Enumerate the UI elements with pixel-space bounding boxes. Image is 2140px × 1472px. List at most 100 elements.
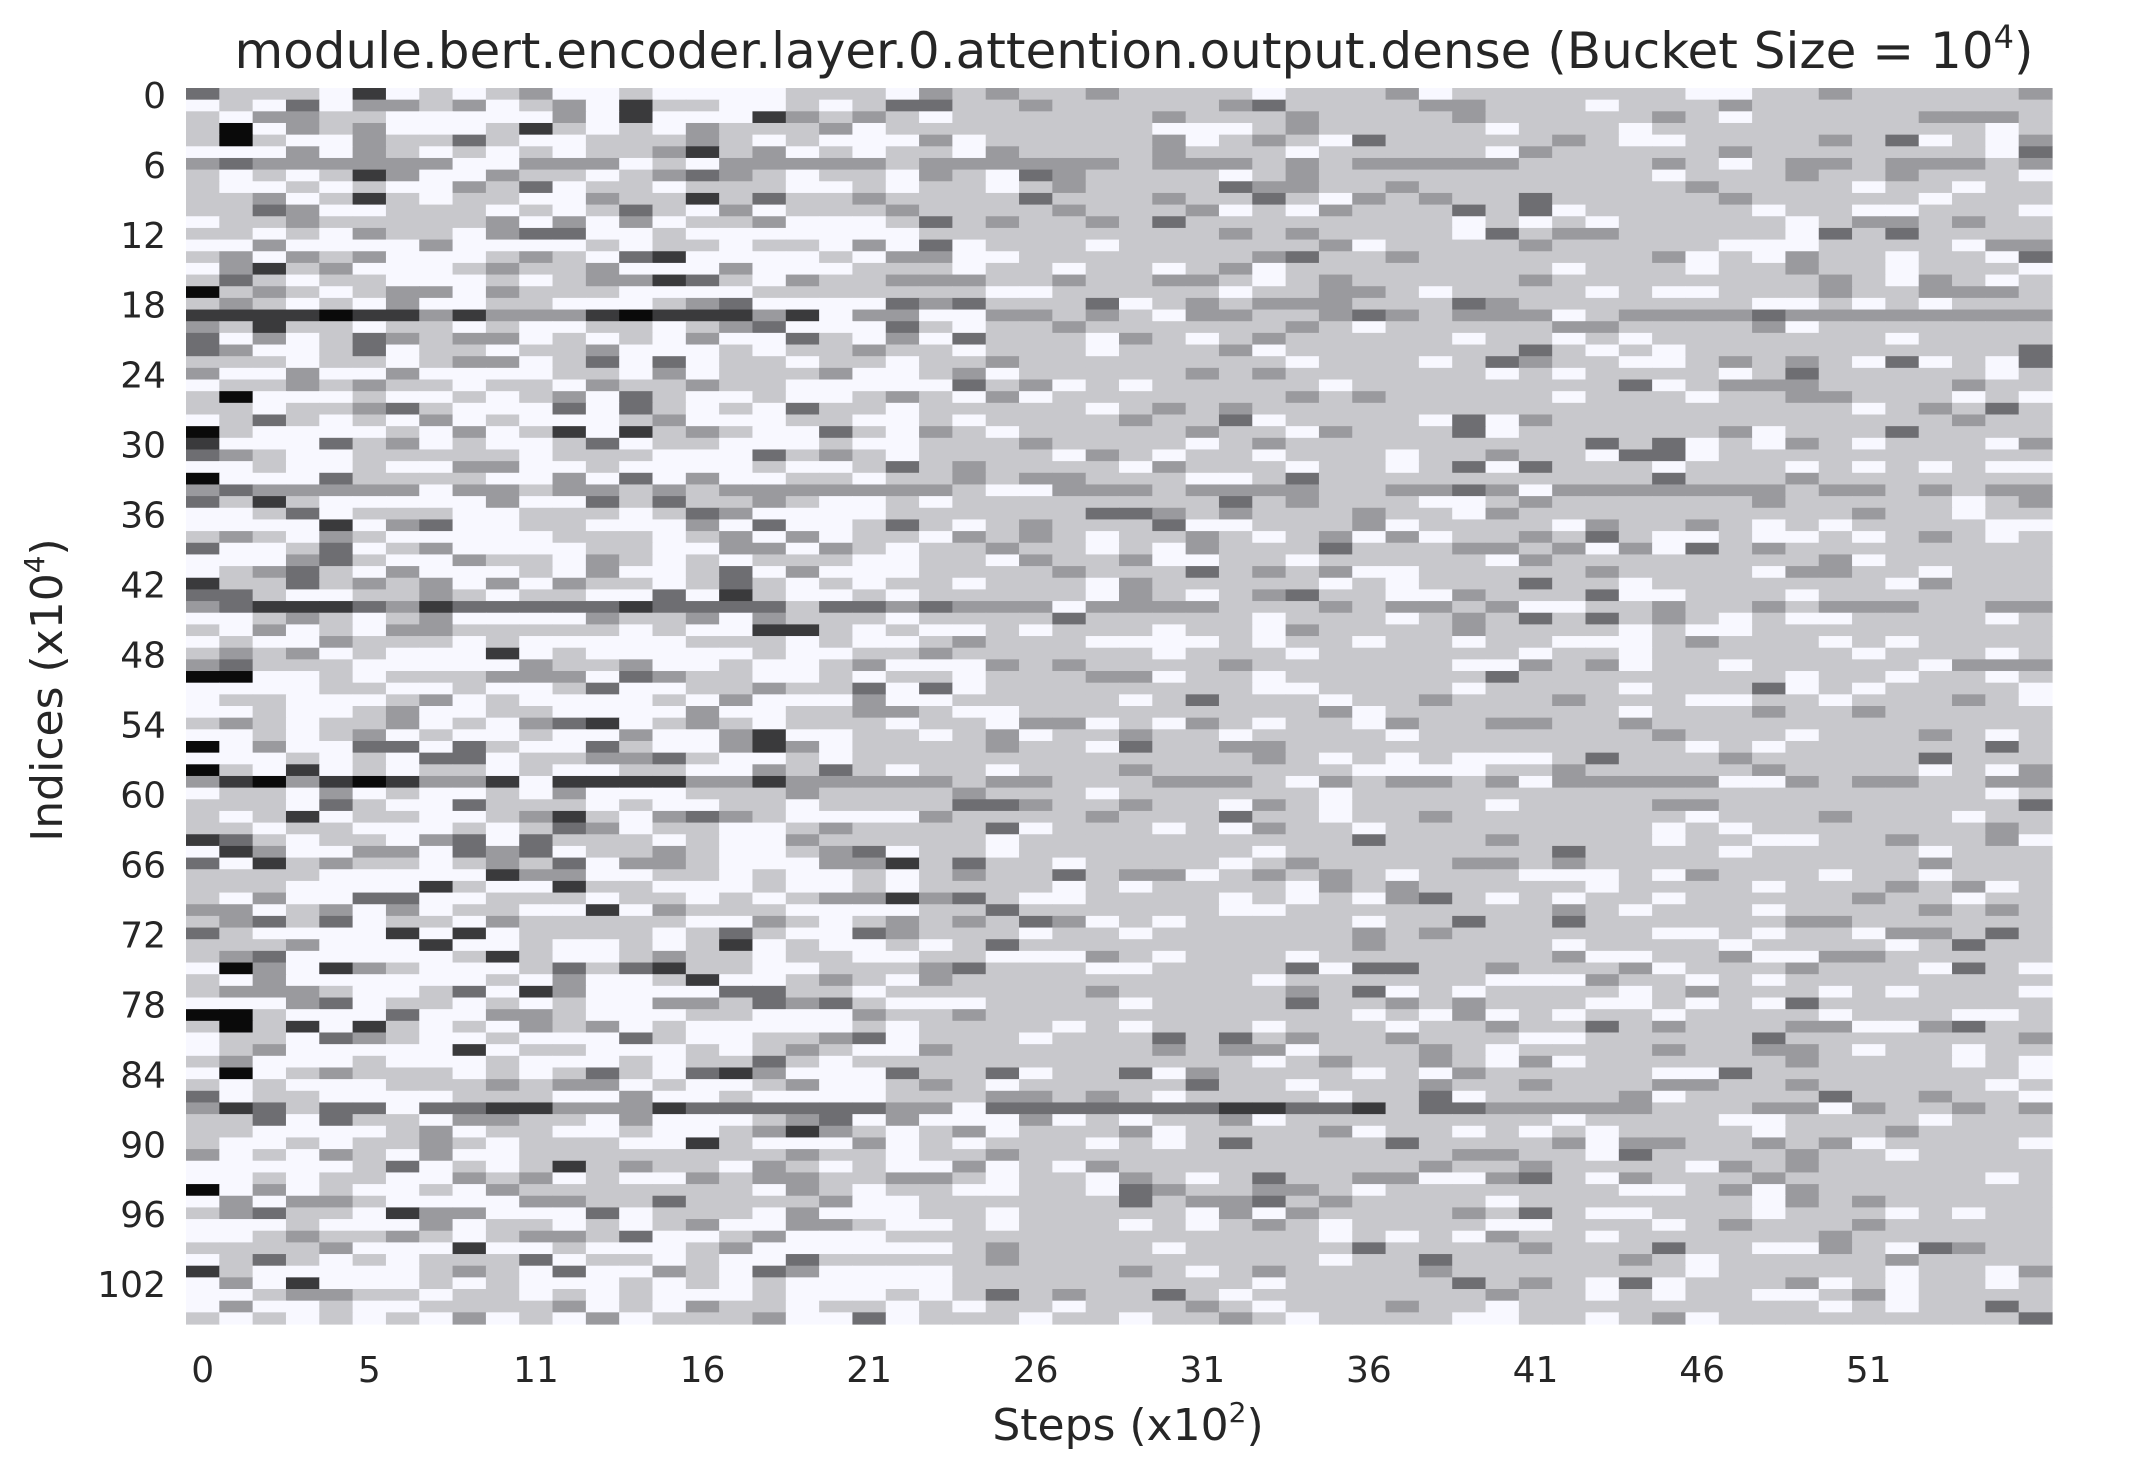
heatmap-cell (1285, 671, 1320, 684)
heatmap-cell (1352, 146, 1387, 159)
heatmap-cell (619, 309, 654, 322)
heatmap-cell (919, 892, 953, 905)
heatmap-cell (285, 426, 320, 439)
heatmap-cell (519, 251, 554, 264)
heatmap-cell (1019, 297, 1053, 311)
heatmap-cell (1885, 729, 1920, 742)
heatmap-cell (685, 822, 720, 835)
heatmap-cell (1152, 542, 1187, 556)
heatmap-cell (385, 997, 420, 1010)
heatmap-cell (1518, 297, 1553, 311)
heatmap-cell (1185, 134, 1220, 147)
heatmap-cell (1552, 799, 1587, 812)
heatmap-cell (1252, 239, 1287, 252)
heatmap-cell (585, 647, 620, 660)
heatmap-cell (685, 1055, 720, 1069)
heatmap-cell (1685, 822, 1720, 835)
heatmap-cell (1918, 496, 1953, 509)
heatmap-cell (1718, 740, 1753, 754)
heatmap-cell (952, 647, 987, 660)
heatmap-cell (1052, 344, 1087, 357)
heatmap-cell (1918, 985, 1953, 999)
heatmap-cell (1985, 706, 2020, 719)
heatmap-cell (519, 566, 554, 579)
heatmap-cell (852, 869, 887, 882)
heatmap-cell (752, 834, 787, 847)
heatmap-cell (719, 122, 754, 136)
heatmap-cell (1085, 426, 1120, 439)
heatmap-cell (219, 974, 254, 987)
heatmap-cell (885, 309, 920, 322)
heatmap-cell (1085, 472, 1120, 486)
heatmap-cell (385, 834, 420, 847)
heatmap-cell (1985, 461, 2020, 474)
heatmap-cell (619, 589, 654, 602)
heatmap-cell (752, 204, 787, 217)
heatmap-cell (852, 717, 887, 730)
heatmap-cell (1552, 927, 1587, 940)
heatmap-cell (719, 740, 754, 754)
heatmap-cell (519, 857, 554, 870)
heatmap-cell (1652, 671, 1687, 684)
heatmap-cell (1019, 99, 1053, 112)
heatmap-cell (852, 437, 887, 451)
heatmap-cell (1585, 274, 1620, 287)
heatmap-cell (919, 810, 953, 824)
heatmap-cell (819, 309, 854, 322)
heatmap-cell (852, 414, 887, 427)
heatmap-cell (1352, 122, 1387, 136)
heatmap-cell (819, 484, 854, 497)
heatmap-cell (1752, 729, 1787, 742)
heatmap-cell (1918, 962, 1953, 975)
heatmap-cell (985, 869, 1020, 882)
heatmap-cell (319, 1055, 354, 1069)
heatmap-cell (1352, 775, 1387, 789)
heatmap-cell (1218, 554, 1253, 567)
heatmap-cell (385, 204, 420, 217)
heatmap-cell (1285, 239, 1320, 252)
heatmap-cell (1418, 286, 1453, 299)
heatmap-cell (1985, 99, 2020, 112)
heatmap-cell (1718, 845, 1753, 859)
heatmap-cell (1352, 566, 1387, 579)
heatmap-cell (1718, 402, 1753, 416)
heatmap-cell (1818, 939, 1853, 952)
heatmap-cell (1052, 461, 1087, 474)
heatmap-cell (1585, 775, 1620, 789)
heatmap-cell (1385, 694, 1420, 707)
heatmap-cell (652, 834, 687, 847)
heatmap-cell (919, 589, 953, 602)
heatmap-cell (419, 367, 454, 381)
heatmap-cell (519, 729, 554, 742)
heatmap-cell (1119, 181, 1153, 194)
heatmap-cell (186, 915, 220, 929)
heatmap-cell (1085, 227, 1120, 241)
heatmap-cell (885, 1102, 920, 1115)
heatmap-cell (1485, 111, 1520, 124)
heatmap-cell (1418, 624, 1453, 637)
heatmap-cell (1685, 227, 1720, 241)
heatmap-cell (919, 181, 953, 194)
heatmap-cell (385, 169, 420, 182)
heatmap-cell (1718, 88, 1753, 101)
heatmap-cell (1918, 939, 1953, 952)
heatmap-cell (1318, 227, 1353, 241)
heatmap-cell (1852, 869, 1886, 882)
heatmap-cell (952, 1020, 987, 1034)
heatmap-cell (385, 810, 420, 824)
heatmap-cell (319, 554, 354, 567)
heatmap-cell (352, 880, 387, 894)
heatmap-cell (985, 904, 1020, 917)
heatmap-cell (1718, 239, 1753, 252)
heatmap-cell (1285, 845, 1320, 859)
heatmap-cell (1385, 869, 1420, 882)
heatmap-cell (552, 577, 587, 590)
heatmap-cell (1618, 251, 1653, 264)
heatmap-cell (819, 239, 854, 252)
heatmap-cell (1485, 157, 1520, 171)
heatmap-cell (186, 904, 220, 917)
heatmap-cell (1085, 740, 1120, 754)
heatmap-cell (1985, 239, 2020, 252)
heatmap-cell (752, 321, 787, 334)
heatmap-cell (719, 671, 754, 684)
